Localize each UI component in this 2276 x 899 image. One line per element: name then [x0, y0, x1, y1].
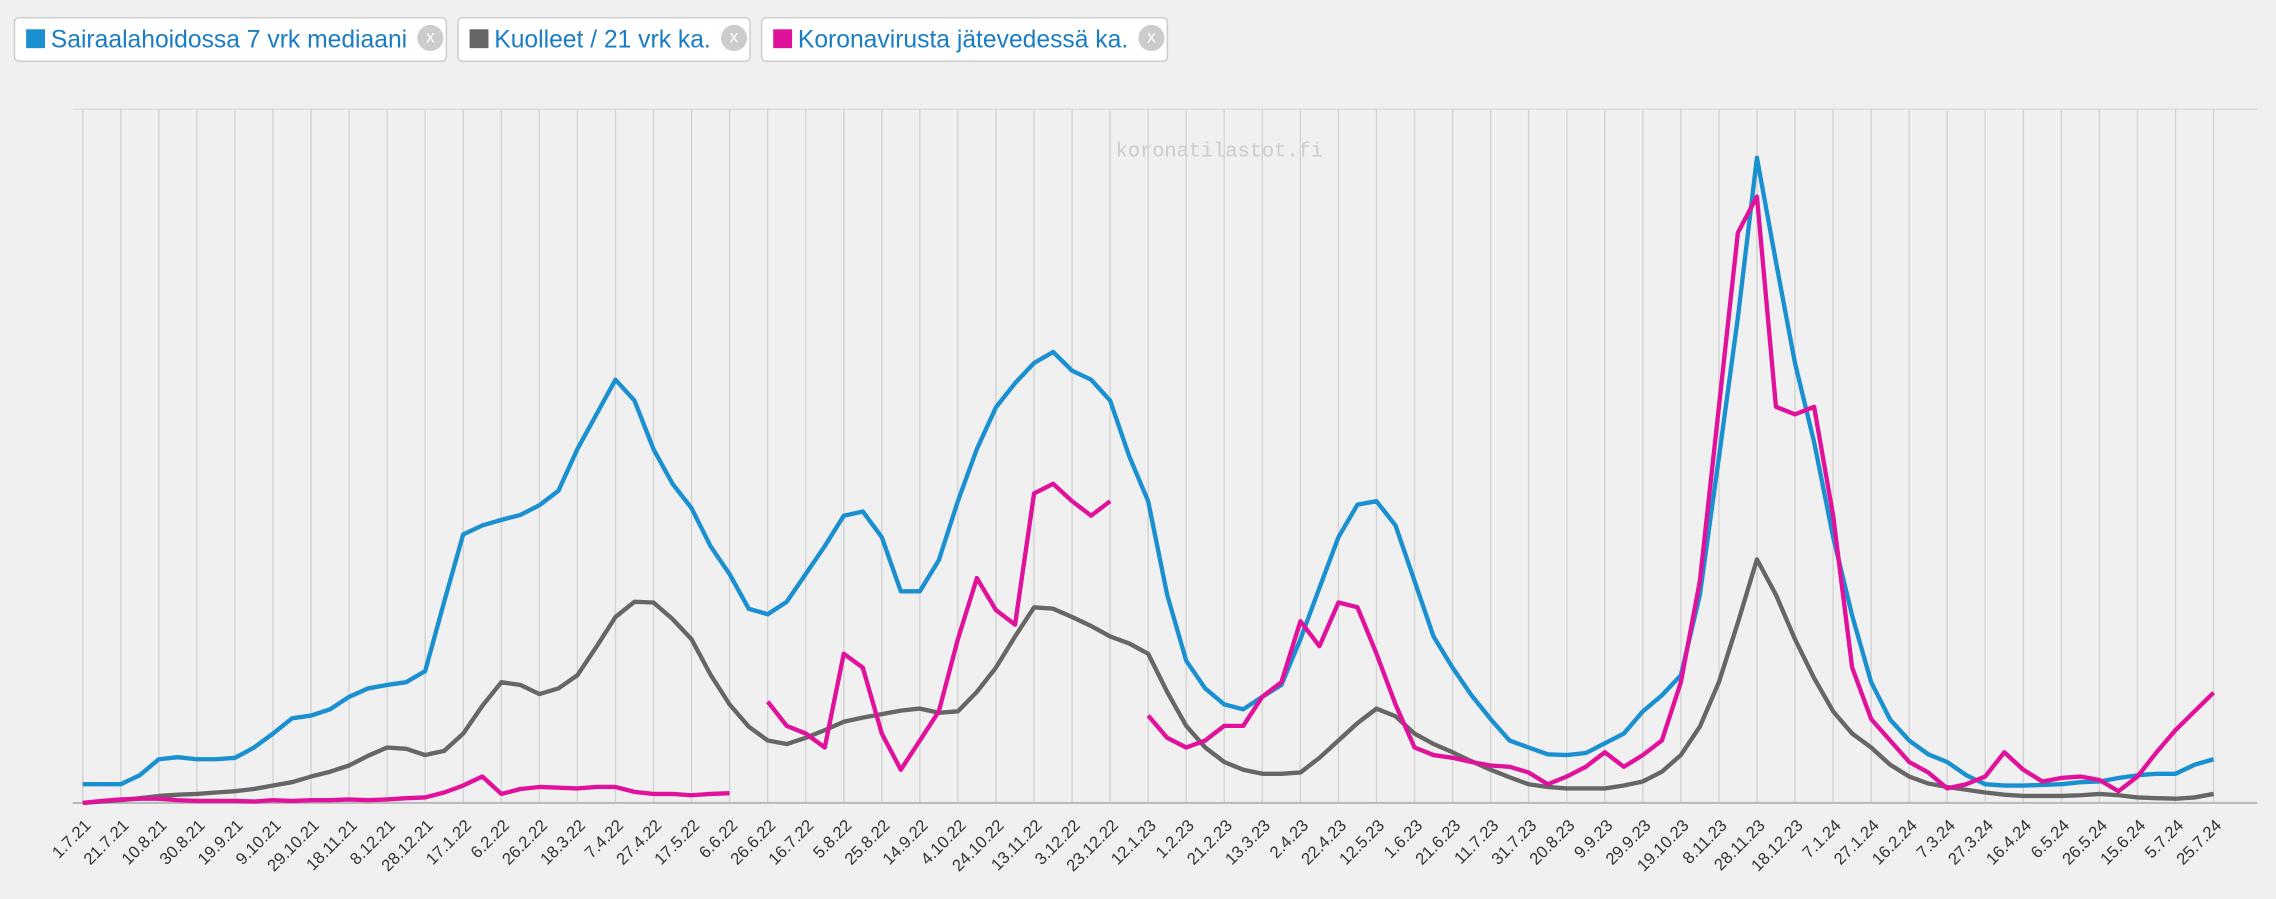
- legend-close[interactable]: [1138, 24, 1165, 52]
- legend-label: Kuolleet / 21 vrk ka.: [494, 26, 711, 53]
- legend-close-label[interactable]: x: [1147, 27, 1156, 47]
- series-line: [82, 194, 2216, 806]
- legend-close[interactable]: [720, 24, 748, 52]
- legend-label: Sairaalahoidossa 7 vrk mediaani: [51, 26, 407, 53]
- legend-close-label[interactable]: x: [426, 27, 435, 47]
- legend-box[interactable]: [457, 16, 751, 62]
- legend-swatch: [26, 29, 45, 49]
- legend-close-label[interactable]: x: [730, 27, 739, 47]
- series-line: [82, 557, 2214, 806]
- legend-label: Koronavirusta jätevedessä ka.: [798, 26, 1128, 53]
- watermark: koronatilastot.fi: [1116, 141, 1323, 164]
- legend-close[interactable]: [417, 24, 444, 52]
- legend-box[interactable]: [13, 16, 448, 62]
- legend-box[interactable]: [760, 16, 1169, 62]
- legend-swatch: [773, 29, 793, 49]
- legend-swatch: [469, 29, 489, 49]
- series-line: [82, 155, 2215, 788]
